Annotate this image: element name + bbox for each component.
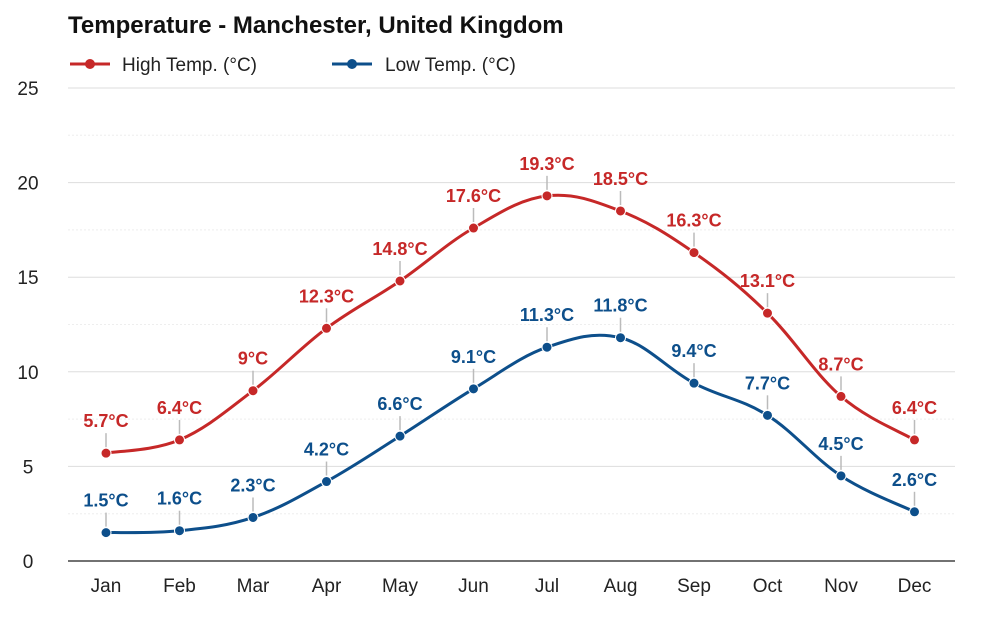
high-temp-point-jan[interactable]: [100, 447, 112, 459]
x-axis: Jan Feb Mar Apr May Jun Jul Aug Sep Oct Nov Dec: [68, 560, 955, 597]
x-tick-label: Feb: [163, 576, 196, 597]
low-temp-point-nov[interactable]: [835, 470, 847, 482]
low-temp-label-aug: 11.8°C: [593, 296, 647, 316]
high-temp-label-jul: 19.3°C: [519, 154, 574, 174]
y-tick-label: 10: [17, 363, 38, 384]
low-temp-label-dec: 2.6°C: [892, 470, 937, 490]
low-temp-line: [104, 333, 916, 535]
low-temp-point-dec[interactable]: [909, 506, 920, 518]
low-temp-point-mar[interactable]: [247, 511, 259, 523]
low-temp-point-feb[interactable]: [174, 525, 185, 537]
high-temp-point-apr[interactable]: [321, 322, 332, 334]
low-temp-point-oct[interactable]: [762, 409, 773, 421]
high-temp-label-jan: 5.7°C: [83, 411, 128, 431]
legend-low-label: Low Temp. (°C): [385, 55, 516, 76]
legend-high-marker: [85, 59, 95, 69]
data-labels: 5.7°C 6.4°C 9°C 12.3°C 14.8°C 17.6°C 19.3°C 18.…: [83, 154, 937, 527]
low-temp-point-jan[interactable]: [100, 527, 112, 539]
high-temp-point-jun[interactable]: [468, 222, 479, 234]
high-temp-label-feb: 6.4°C: [157, 398, 202, 418]
low-temp-label-jun: 9.1°C: [451, 347, 496, 367]
low-temp-label-sep: 9.4°C: [671, 341, 716, 361]
x-tick-label: Aug: [604, 576, 638, 597]
low-temp-label-may: 6.6°C: [377, 394, 422, 414]
high-temp-point-oct[interactable]: [762, 307, 773, 319]
high-temp-label-apr: 12.3°C: [299, 286, 354, 306]
x-tick-label: May: [382, 576, 418, 597]
x-tick-label: Sep: [677, 576, 711, 597]
high-temp-point-dec[interactable]: [909, 434, 920, 446]
high-temp-point-jul[interactable]: [541, 190, 553, 202]
low-temp-label-feb: 1.6°C: [157, 489, 202, 509]
legend: High Temp. (°C) Low Temp. (°C): [70, 55, 516, 76]
legend-item-low[interactable]: Low Temp. (°C): [332, 55, 516, 76]
x-tick-label: Dec: [898, 576, 932, 597]
high-temp-point-mar[interactable]: [247, 385, 259, 397]
x-tick-label: Mar: [237, 576, 270, 597]
x-tick-label: Nov: [824, 576, 858, 597]
high-temp-label-may: 14.8°C: [372, 239, 427, 259]
high-temp-point-may[interactable]: [394, 275, 406, 287]
low-temp-point-jul[interactable]: [541, 341, 553, 353]
x-tick-label: Apr: [312, 576, 342, 597]
high-temp-point-feb[interactable]: [174, 434, 185, 446]
low-temp-point-jun[interactable]: [468, 383, 479, 395]
y-tick-label: 5: [23, 457, 34, 478]
low-temp-label-oct: 7.7°C: [745, 373, 790, 393]
high-temp-point-nov[interactable]: [835, 390, 847, 402]
x-tick-label: Jun: [458, 576, 489, 597]
x-tick-label: Jan: [91, 576, 122, 597]
high-temp-label-dec: 6.4°C: [892, 398, 937, 418]
low-temp-point-sep[interactable]: [688, 377, 700, 389]
high-temp-label-nov: 8.7°C: [818, 354, 863, 374]
low-temp-label-apr: 4.2°C: [304, 440, 349, 460]
low-temp-label-nov: 4.5°C: [818, 434, 863, 454]
y-tick-label: 20: [17, 174, 38, 195]
legend-low-marker: [347, 59, 357, 69]
y-tick-label: 0: [23, 552, 34, 573]
chart-title: Temperature - Manchester, United Kingdom: [68, 12, 564, 39]
low-temp-label-mar: 2.3°C: [230, 475, 275, 495]
low-temp-label-jul: 11.3°C: [520, 305, 574, 325]
x-tick-label: Jul: [535, 576, 559, 597]
high-temp-point-sep[interactable]: [688, 247, 700, 259]
high-temp-label-aug: 18.5°C: [593, 169, 648, 189]
high-temp-label-jun: 17.6°C: [446, 186, 501, 206]
legend-item-high[interactable]: High Temp. (°C): [70, 55, 257, 76]
low-temp-label-jan: 1.5°C: [83, 491, 128, 511]
low-temp-point-aug[interactable]: [615, 332, 626, 344]
high-temp-label-sep: 16.3°C: [666, 211, 721, 231]
gridlines: [68, 87, 955, 515]
high-temp-label-oct: 13.1°C: [740, 271, 795, 291]
series-group: [100, 190, 920, 539]
low-temp-point-may[interactable]: [394, 430, 406, 442]
x-tick-label: Oct: [753, 576, 783, 597]
y-tick-label: 15: [17, 268, 38, 289]
high-temp-label-mar: 9°C: [238, 349, 268, 369]
high-temp-point-aug[interactable]: [615, 205, 626, 217]
low-temp-point-apr[interactable]: [321, 476, 332, 488]
y-axis: 0 5 10 15 20 25: [17, 79, 38, 573]
y-tick-label: 25: [17, 79, 38, 100]
legend-high-label: High Temp. (°C): [122, 55, 257, 76]
